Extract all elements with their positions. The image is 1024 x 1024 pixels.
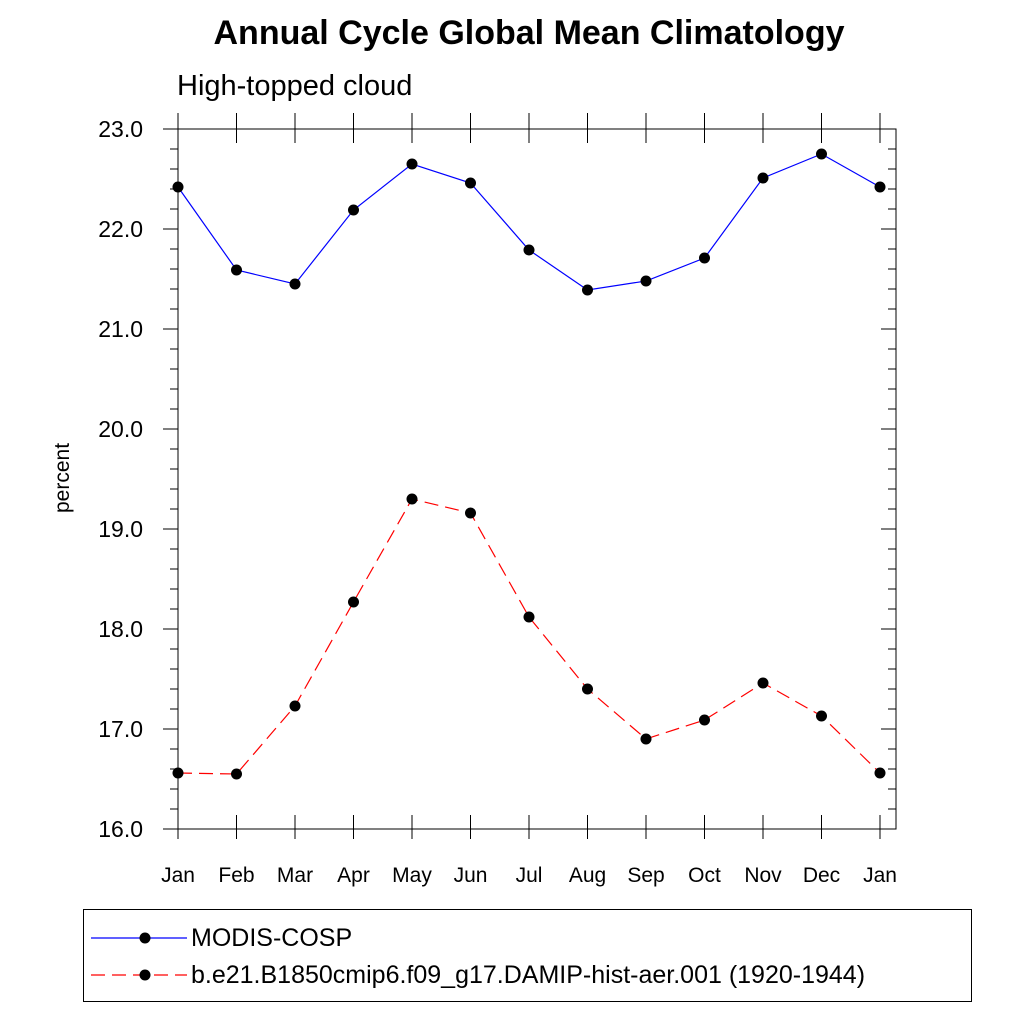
x-tick-label: Dec (803, 864, 840, 887)
data-point (406, 158, 418, 170)
data-point (757, 677, 769, 689)
data-point (699, 252, 710, 264)
data-point (289, 278, 301, 290)
series-line-0 (177, 153, 881, 291)
data-point (816, 710, 827, 722)
data-point (699, 714, 710, 726)
legend: MODIS-COSP b.e21.B1850cmip6.f09_g17.DAMI… (83, 909, 972, 1002)
data-point (172, 181, 184, 193)
y-axis-label: percent (51, 443, 74, 513)
x-tick-label: Apr (337, 864, 370, 887)
data-point (231, 264, 242, 276)
x-tick-label: Feb (218, 864, 254, 887)
data-point (465, 177, 476, 189)
chart-title: Annual Cycle Global Mean Climatology (213, 14, 845, 52)
y-tick-label: 19.0 (98, 516, 143, 542)
data-point (582, 284, 593, 296)
series-layer (172, 148, 886, 780)
data-point (874, 181, 886, 193)
axes: Jan Feb Mar Apr May Jun Jul Aug Sep Oct Nov Dec Jan 1… (98, 113, 897, 887)
data-point (289, 700, 301, 712)
data-point (582, 683, 593, 695)
legend-item-model: b.e21.B1850cmip6.f09_g17.DAMIP-hist-aer.… (84, 957, 971, 993)
chart-subtitle: High-topped cloud (177, 70, 413, 102)
x-tick-label: May (392, 864, 432, 887)
x-tick-label: Jun (454, 864, 488, 887)
series-line-1 (177, 498, 881, 775)
legend-item-modis: MODIS-COSP (84, 920, 971, 956)
y-tick-label: 18.0 (98, 616, 143, 642)
y-tick-label: 21.0 (98, 316, 143, 342)
legend-label: MODIS-COSP (191, 924, 353, 952)
line-chart: Jan Feb Mar Apr May Jun Jul Aug Sep Oct Nov Dec Jan 1… (51, 113, 897, 887)
data-point (640, 733, 652, 745)
x-tick-label: Jul (516, 864, 543, 887)
data-point (874, 767, 886, 779)
data-point (465, 507, 476, 519)
plot-frame (177, 128, 897, 830)
x-tick-label: Oct (688, 864, 721, 887)
data-point (348, 204, 359, 216)
data-point (348, 596, 359, 608)
data-point (172, 767, 184, 779)
x-tick-label: Jan (863, 864, 897, 887)
data-point (757, 172, 769, 184)
y-tick-label: 17.0 (98, 716, 143, 742)
legend-symbol-solid-blue (91, 932, 187, 944)
x-tick-label: Mar (277, 864, 313, 887)
x-tick-label: Sep (627, 864, 664, 887)
legend-symbol-dashed-red (91, 969, 187, 981)
x-tick-label: Nov (744, 864, 782, 887)
y-tick-label: 22.0 (98, 216, 143, 242)
x-tick-label: Jan (161, 864, 195, 887)
y-tick-label: 23.0 (98, 116, 143, 142)
data-point (406, 493, 418, 505)
y-tick-label: 16.0 (98, 816, 143, 842)
y-tick-label: 20.0 (98, 416, 143, 442)
data-point (816, 148, 827, 160)
data-point (640, 275, 652, 287)
legend-label: b.e21.B1850cmip6.f09_g17.DAMIP-hist-aer.… (191, 961, 866, 989)
data-point (231, 768, 242, 780)
data-point (523, 611, 535, 623)
data-point (523, 244, 535, 256)
x-tick-label: Aug (569, 864, 606, 887)
